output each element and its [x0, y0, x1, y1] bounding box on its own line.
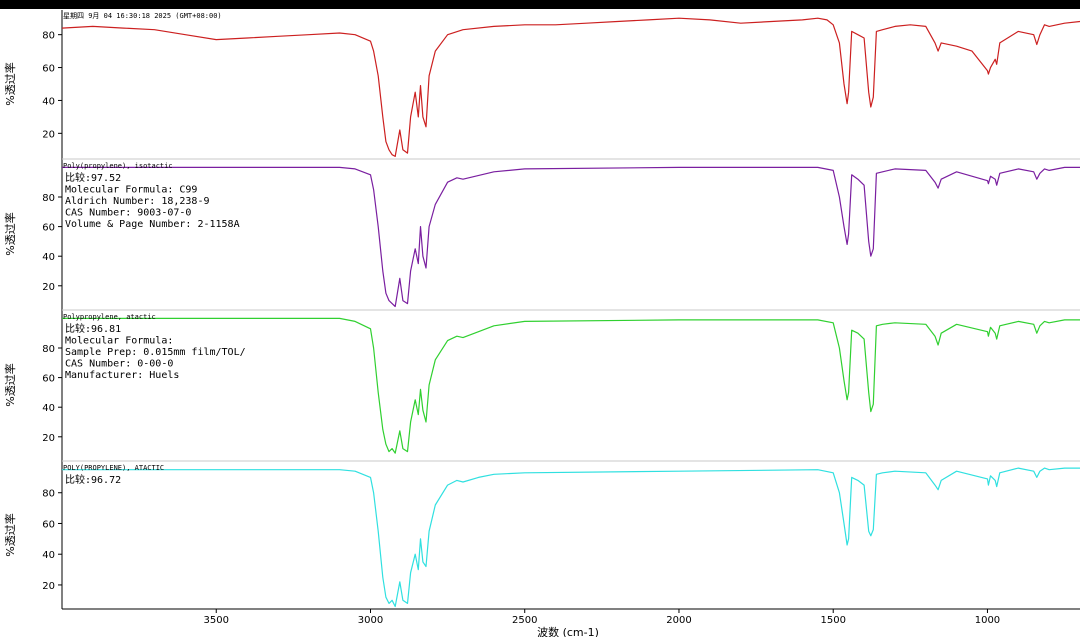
y-tick-label: 20	[42, 433, 55, 444]
y-tick-label: 60	[42, 223, 55, 234]
y-axis-label: %透过率	[3, 62, 17, 105]
panel-header-3: Polypropylene, atactic	[63, 313, 156, 321]
panel-info-line: Molecular Formula: C99	[65, 185, 197, 196]
x-tick-label: 2500	[512, 615, 537, 626]
x-tick-label: 3500	[204, 615, 229, 626]
spectrum-line-2	[62, 166, 1080, 308]
y-axis-label: %透过率	[3, 513, 17, 556]
spectrum-line-4	[62, 467, 1080, 608]
panel-info-line: 比较:97.52	[65, 171, 121, 184]
panel-info-line: Manufacturer: Huels	[65, 370, 179, 381]
y-axis-label: %透过率	[3, 212, 17, 255]
y-tick-label: 40	[42, 252, 55, 263]
y-tick-label: 40	[42, 403, 55, 414]
x-axis-label: 波数 (cm-1)	[537, 626, 599, 637]
x-tick-label: 2000	[666, 615, 691, 626]
y-tick-label: 80	[42, 31, 55, 42]
y-tick-label: 80	[42, 344, 55, 355]
panel-info-line: Aldrich Number: 18,238-9	[65, 196, 210, 207]
panel-info-line: CAS Number: 0-00-0	[65, 359, 173, 370]
panel-info-line: Molecular Formula:	[65, 336, 173, 347]
x-tick-label: 1000	[975, 615, 1000, 626]
panel-info-line: CAS Number: 9003-07-0	[65, 208, 191, 219]
spectrum-line-3	[62, 317, 1080, 454]
y-tick-label: 60	[42, 519, 55, 530]
panel-info-line: 比较:96.81	[65, 322, 121, 335]
spectrum-line-1	[61, 17, 1080, 157]
panel-info-line: 比较:96.72	[65, 473, 121, 486]
x-tick-label: 1500	[820, 615, 845, 626]
y-tick-label: 20	[42, 129, 55, 140]
panel-header-4: POLY(PROPYLENE), ATACTIC	[63, 464, 164, 472]
y-axis-label: %透过率	[3, 363, 17, 406]
y-tick-label: 20	[42, 581, 55, 592]
panel-info-line: Volume & Page Number: 2-1158A	[65, 219, 240, 230]
panel-header-1: 星期四 9月 04 16:30:18 2025 (GMT+08:00)	[63, 12, 222, 20]
y-tick-label: 60	[42, 374, 55, 385]
y-tick-label: 40	[42, 550, 55, 561]
panel-info-line: Sample Prep: 0.015mm film/TOL/	[65, 347, 246, 358]
y-tick-label: 40	[42, 96, 55, 107]
y-tick-label: 80	[42, 193, 55, 204]
top-bar	[0, 0, 1080, 9]
y-tick-label: 20	[42, 282, 55, 293]
y-tick-label: 60	[42, 64, 55, 75]
x-tick-label: 3000	[358, 615, 383, 626]
y-tick-label: 80	[42, 489, 55, 500]
panel-header-2: Poly(propylene), isotactic	[63, 162, 173, 170]
